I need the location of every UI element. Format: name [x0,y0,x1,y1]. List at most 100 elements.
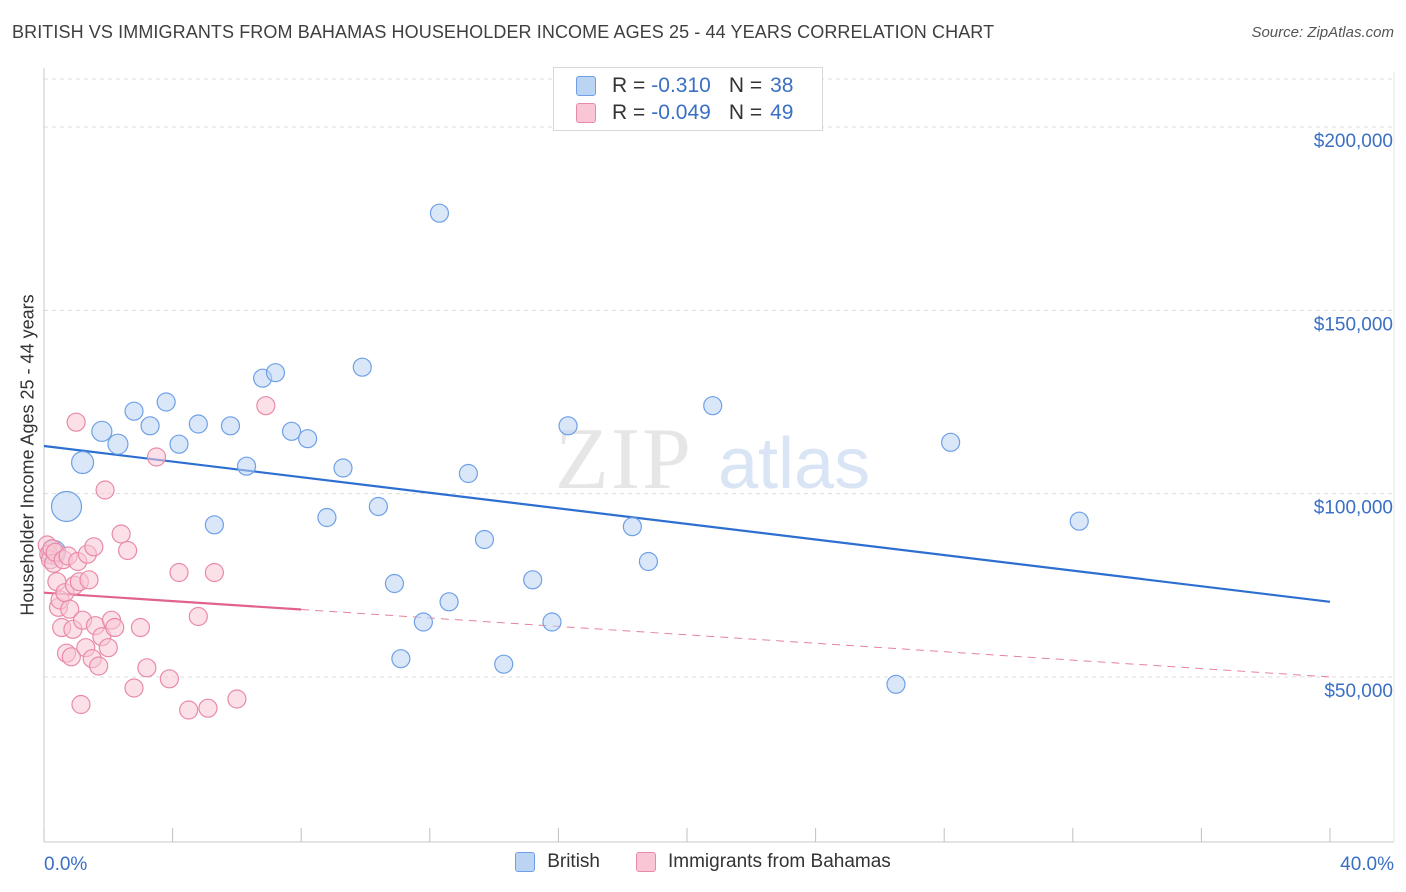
point-bahamas [124,678,144,698]
trendline-british [43,444,1331,603]
point-bahamas [204,562,224,583]
grid-layer [44,78,1394,678]
point-british [622,517,642,537]
point-bahamas [98,638,118,658]
point-bahamas [256,396,276,416]
legend-item-bahamas[interactable]: Immigrants from Bahamas [636,851,891,873]
point-bahamas [89,656,109,676]
point-bahamas [111,524,131,544]
point-british [236,456,257,476]
legend-n-label: N = [728,74,763,97]
point-british [70,450,95,475]
trendline-bahamas [43,591,302,611]
point-bahamas [84,537,104,557]
point-british [1069,511,1089,531]
point-bahamas [61,647,81,667]
point-bahamas [117,540,138,561]
chart-title: BRITISH VS IMMIGRANTS FROM BAHAMAS HOUSE… [12,22,995,42]
point-layer [37,203,1089,720]
point-bahamas [71,694,91,715]
correlation-legend: R = -0.310 N = 38 R = -0.049 N = 49 [553,67,823,131]
point-british [156,392,176,412]
point-british [391,649,411,669]
y-tick-label: $200,000 [1314,131,1393,152]
legend-r-value: -0.310 [651,74,711,97]
series-legend: British Immigrants from Bahamas [0,851,1406,873]
point-british [50,490,83,523]
point-british [91,420,113,442]
point-british [140,416,160,436]
point-bahamas [198,698,218,718]
point-british [220,416,241,436]
point-british [638,551,659,572]
point-bahamas [137,658,157,678]
watermark-zip: ZIP [555,411,693,508]
point-bahamas [146,447,167,467]
y-tick-label: $50,000 [1324,681,1393,702]
point-british [265,363,286,383]
legend-r-value: -0.049 [651,101,711,124]
point-bahamas [105,617,125,638]
point-british [352,357,372,377]
legend-swatch-bahamas [576,103,596,123]
point-british [204,515,224,535]
legend-n-value: 38 [770,74,794,97]
point-bahamas [95,480,115,500]
point-british [188,414,208,434]
point-british [124,401,144,421]
legend-row-british: R = -0.310 N = 38 [576,73,793,99]
point-british [107,433,129,455]
legend-swatch-british [576,76,596,96]
legend-row-bahamas: R = -0.049 N = 49 [576,100,793,126]
legend-swatch-bahamas [636,852,656,872]
legend-label-british: British [547,851,600,872]
legend-n-label: N = [728,101,763,124]
legend-label-bahamas: Immigrants from Bahamas [668,851,891,872]
point-bahamas [159,669,179,689]
point-bahamas [179,700,199,720]
point-british [368,496,388,517]
point-bahamas [60,599,80,619]
point-british [317,507,337,528]
legend-n-value: 49 [770,101,794,124]
point-british [413,612,433,632]
point-bahamas [66,412,86,432]
point-british [703,396,723,416]
point-british [333,458,353,478]
point-british [494,654,514,674]
point-british [474,529,495,550]
legend-swatch-british [515,852,536,872]
legend-item-british[interactable]: British [515,851,600,873]
trendline-bahamas-extension [301,609,1331,678]
trend-layer [43,444,1331,678]
point-bahamas [79,570,99,590]
point-bahamas [188,606,208,627]
watermark-atlas: atlas [718,424,870,504]
point-bahamas [227,689,247,709]
chart-source: Source: ZipAtlas.com [1251,24,1394,41]
y-tick-label: $150,000 [1314,314,1393,335]
y-axis-label: Householder Income Ages 25 - 44 years [17,294,38,616]
legend-r-label: R = [612,74,646,97]
x-tick-label-right: 40.0% [1340,854,1394,875]
point-british [458,463,478,484]
point-british [523,570,543,590]
point-british [169,434,189,454]
point-british [542,612,562,632]
point-british [298,429,318,449]
watermark-layer: ZIP atlas [555,411,870,508]
y-tick-label: $100,000 [1314,498,1393,519]
point-british [439,592,459,612]
legend-r-label: R = [612,101,646,124]
axis-layer [43,68,1395,843]
x-tick-label-left: 0.0% [44,854,87,875]
point-british [886,674,906,694]
point-bahamas [130,617,151,638]
point-british [558,416,578,436]
point-bahamas [169,562,189,583]
point-british [281,421,302,441]
point-british [941,432,961,452]
label-layer: $50,000 $100,000 $150,000 $200,000 0.0% 40.0% [44,131,1394,875]
point-british [429,203,450,223]
